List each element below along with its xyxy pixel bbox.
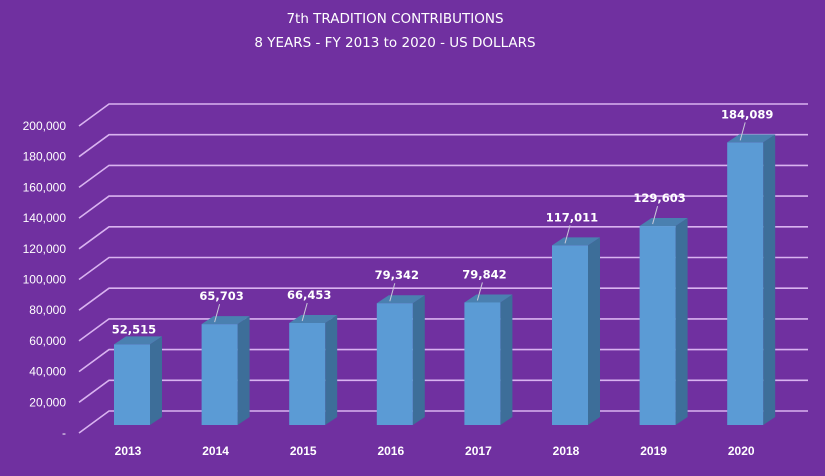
bar-front [114,344,150,425]
data-label: 79,342 [375,268,419,282]
chart-title: 7th TRADITION CONTRIBUTIONS [286,11,503,27]
gridline [78,256,808,281]
bar-front [289,322,326,425]
bar-top [114,336,162,345]
gridlines [78,103,808,434]
data-label-leader [301,302,308,322]
y-tick-label: 60,000 [29,334,66,348]
x-tick-label: 2018 [553,444,580,458]
bar-side [237,316,250,425]
x-tick-label: 2014 [202,444,229,458]
bar [552,237,600,425]
gridline [78,164,808,189]
x-tick-label: 2016 [377,444,404,458]
bar-side [763,134,776,425]
bar-side [675,218,688,425]
y-tick-label: 160,000 [23,180,67,194]
bars [114,134,776,425]
x-tick-label: 2013 [115,444,142,458]
bar-front [464,302,501,425]
bar-side [500,294,513,425]
gridline [78,318,808,342]
x-axis-ticks: 2013 2014 2015 2016 2017 2018 2019 2020 [115,444,755,458]
data-label: 79,842 [462,267,506,281]
x-tick-label: 2017 [465,444,492,458]
gridline [78,410,808,434]
data-label-leader [214,304,221,323]
y-tick-label: 20,000 [29,395,66,409]
bar-side [412,295,425,425]
data-label: 65,703 [199,289,243,303]
gridline [78,348,808,373]
bar-front [376,303,413,425]
bar-top [464,294,513,303]
data-label: 129,603 [633,191,685,205]
bar-side [325,314,338,425]
bar [376,295,425,425]
bar-top [552,237,600,246]
data-label-leader [739,122,746,141]
y-tick-label: - [62,426,66,440]
gridline [78,287,808,311]
y-tick-label: 100,000 [23,273,67,287]
bar-front [552,245,588,425]
bar-top [639,218,688,227]
x-tick-label: 2015 [290,444,317,458]
data-label-leader [389,283,396,302]
y-axis-ticks: - 20,000 40,000 60,000 80,000 100,000 120,000 1… [23,119,67,440]
bar-side [150,336,162,425]
y-tick-label: 80,000 [29,303,66,317]
data-label-leader [476,282,483,301]
data-label: 184,089 [721,107,773,121]
bar-top [727,134,776,143]
bar-front [727,142,764,425]
bar-side [588,237,600,425]
gridline [78,226,808,250]
y-tick-label: 140,000 [23,211,67,225]
bar [727,134,776,425]
gridline [78,195,808,219]
data-label: 66,453 [287,288,331,302]
gridline [78,133,808,158]
y-tick-label: 180,000 [23,150,67,164]
x-tick-label: 2019 [640,444,667,458]
bar [201,316,250,425]
bar-top [289,314,338,323]
data-label-leader [564,225,571,244]
data-label-leader [652,205,659,225]
bar [289,314,338,425]
bar [464,294,513,425]
x-tick-label: 2020 [728,444,755,458]
data-label: 52,515 [112,322,156,336]
bar [639,218,688,425]
bar-top [201,316,250,325]
chart-subtitle: 8 YEARS - FY 2013 to 2020 - US DOLLARS [254,35,535,51]
bar-front [639,226,676,425]
bar-top [376,295,425,304]
bar-front [201,324,238,425]
gridline [78,103,808,127]
bar [114,336,162,425]
gridline [78,379,808,403]
data-label: 117,011 [546,210,598,224]
y-tick-label: 40,000 [29,365,66,379]
y-tick-label: 120,000 [23,242,67,256]
data-labels: 52,515 65,703 66,453 79,342 79,842 117,011 129… [112,107,774,336]
y-tick-label: 200,000 [23,119,67,133]
